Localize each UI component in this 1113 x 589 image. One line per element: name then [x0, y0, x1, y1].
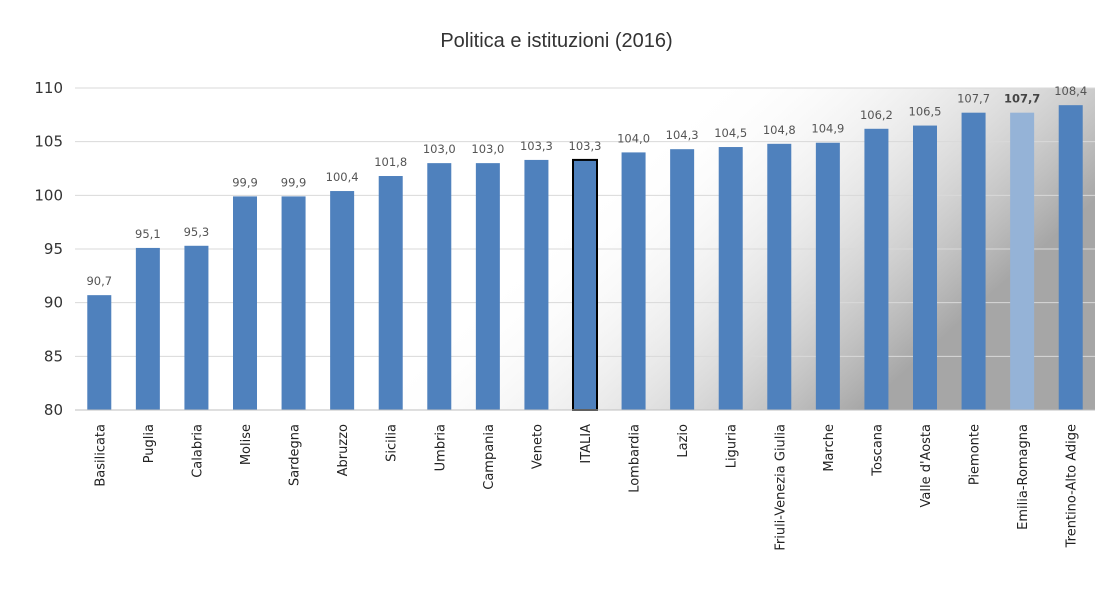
value-label: 95,1: [135, 227, 161, 241]
category-label: Calabria: [190, 424, 205, 478]
bar-italia: [572, 158, 598, 411]
value-label: 106,2: [860, 108, 893, 122]
value-label: 104,5: [714, 126, 747, 140]
value-label: 103,0: [471, 142, 504, 156]
bar-trentino-alto-adige: [1058, 105, 1083, 410]
bar-abruzzo: [330, 191, 355, 410]
bar-friuli-venezia-giulia: [767, 143, 792, 410]
y-tick-label: 95: [44, 240, 63, 258]
bar-umbria: [427, 163, 452, 410]
category-label: Toscana: [870, 424, 885, 477]
value-label: 103,0: [423, 142, 456, 156]
bar-campania: [475, 163, 500, 410]
value-label: 95,3: [184, 225, 210, 239]
category-label: Lombardia: [628, 424, 643, 493]
y-tick-label: 100: [34, 186, 63, 204]
bar-puglia: [135, 247, 160, 410]
value-label: 104,9: [811, 122, 844, 136]
category-label: Abruzzo: [336, 424, 351, 476]
bar-emilia-romagna: [1010, 112, 1035, 410]
value-label: 104,0: [617, 131, 650, 145]
value-label: 103,3: [569, 139, 602, 153]
category-label: Trentino-Alto Adige: [1065, 424, 1080, 548]
bar-valle-d-aosta: [913, 125, 937, 411]
bar-sardegna: [281, 196, 306, 410]
category-label: Friuli-Venezia Giulia: [773, 424, 788, 551]
category-label: Emilia-Romagna: [1016, 424, 1031, 530]
bar-liguria: [718, 147, 743, 411]
value-label: 107,7: [957, 92, 990, 106]
category-label: Veneto: [530, 424, 545, 469]
value-label: 90,7: [86, 274, 112, 288]
category-label: Molise: [239, 424, 254, 465]
category-label: ITALIA: [579, 424, 594, 464]
bar-piemonte: [961, 112, 986, 410]
value-label: 103,3: [520, 139, 553, 153]
value-label: 101,8: [374, 155, 407, 169]
bar-toscana: [864, 128, 889, 410]
value-label: 104,8: [763, 123, 796, 137]
y-tick-label: 80: [44, 401, 63, 419]
y-tick-label: 85: [44, 347, 63, 365]
category-label: Piemonte: [968, 424, 983, 485]
category-label: Liguria: [725, 424, 740, 468]
value-label: 106,5: [909, 105, 942, 119]
bar-calabria: [184, 245, 209, 410]
y-tick-label: 110: [34, 79, 63, 97]
category-label: Umbria: [433, 424, 448, 471]
value-label: 108,4: [1054, 84, 1087, 98]
bar-veneto: [524, 159, 549, 410]
category-label: Lazio: [676, 424, 691, 458]
value-label: 100,4: [326, 170, 359, 184]
value-label: 99,9: [232, 175, 258, 189]
value-label: 104,3: [666, 128, 699, 142]
y-tick-label: 90: [44, 294, 63, 312]
category-label: Valle d'Aosta: [919, 424, 934, 507]
category-label: Marche: [822, 424, 837, 472]
category-label: Puglia: [142, 424, 157, 463]
bar-lombardia: [621, 152, 646, 410]
bar-basilicata: [87, 295, 112, 410]
chart-title: Politica e istituzioni (2016): [440, 30, 673, 52]
y-tick-label: 105: [34, 133, 63, 151]
category-label: Campania: [482, 424, 497, 490]
value-label: 107,7: [1004, 92, 1040, 106]
value-label: 99,9: [281, 175, 307, 189]
category-label: Sardegna: [288, 424, 303, 486]
bar-molise: [233, 196, 257, 410]
category-label: Sicilia: [385, 424, 400, 462]
category-label: Basilicata: [93, 424, 108, 487]
bar-lazio: [670, 149, 695, 410]
bar-sicilia: [378, 176, 403, 410]
bar-marche: [815, 142, 840, 411]
